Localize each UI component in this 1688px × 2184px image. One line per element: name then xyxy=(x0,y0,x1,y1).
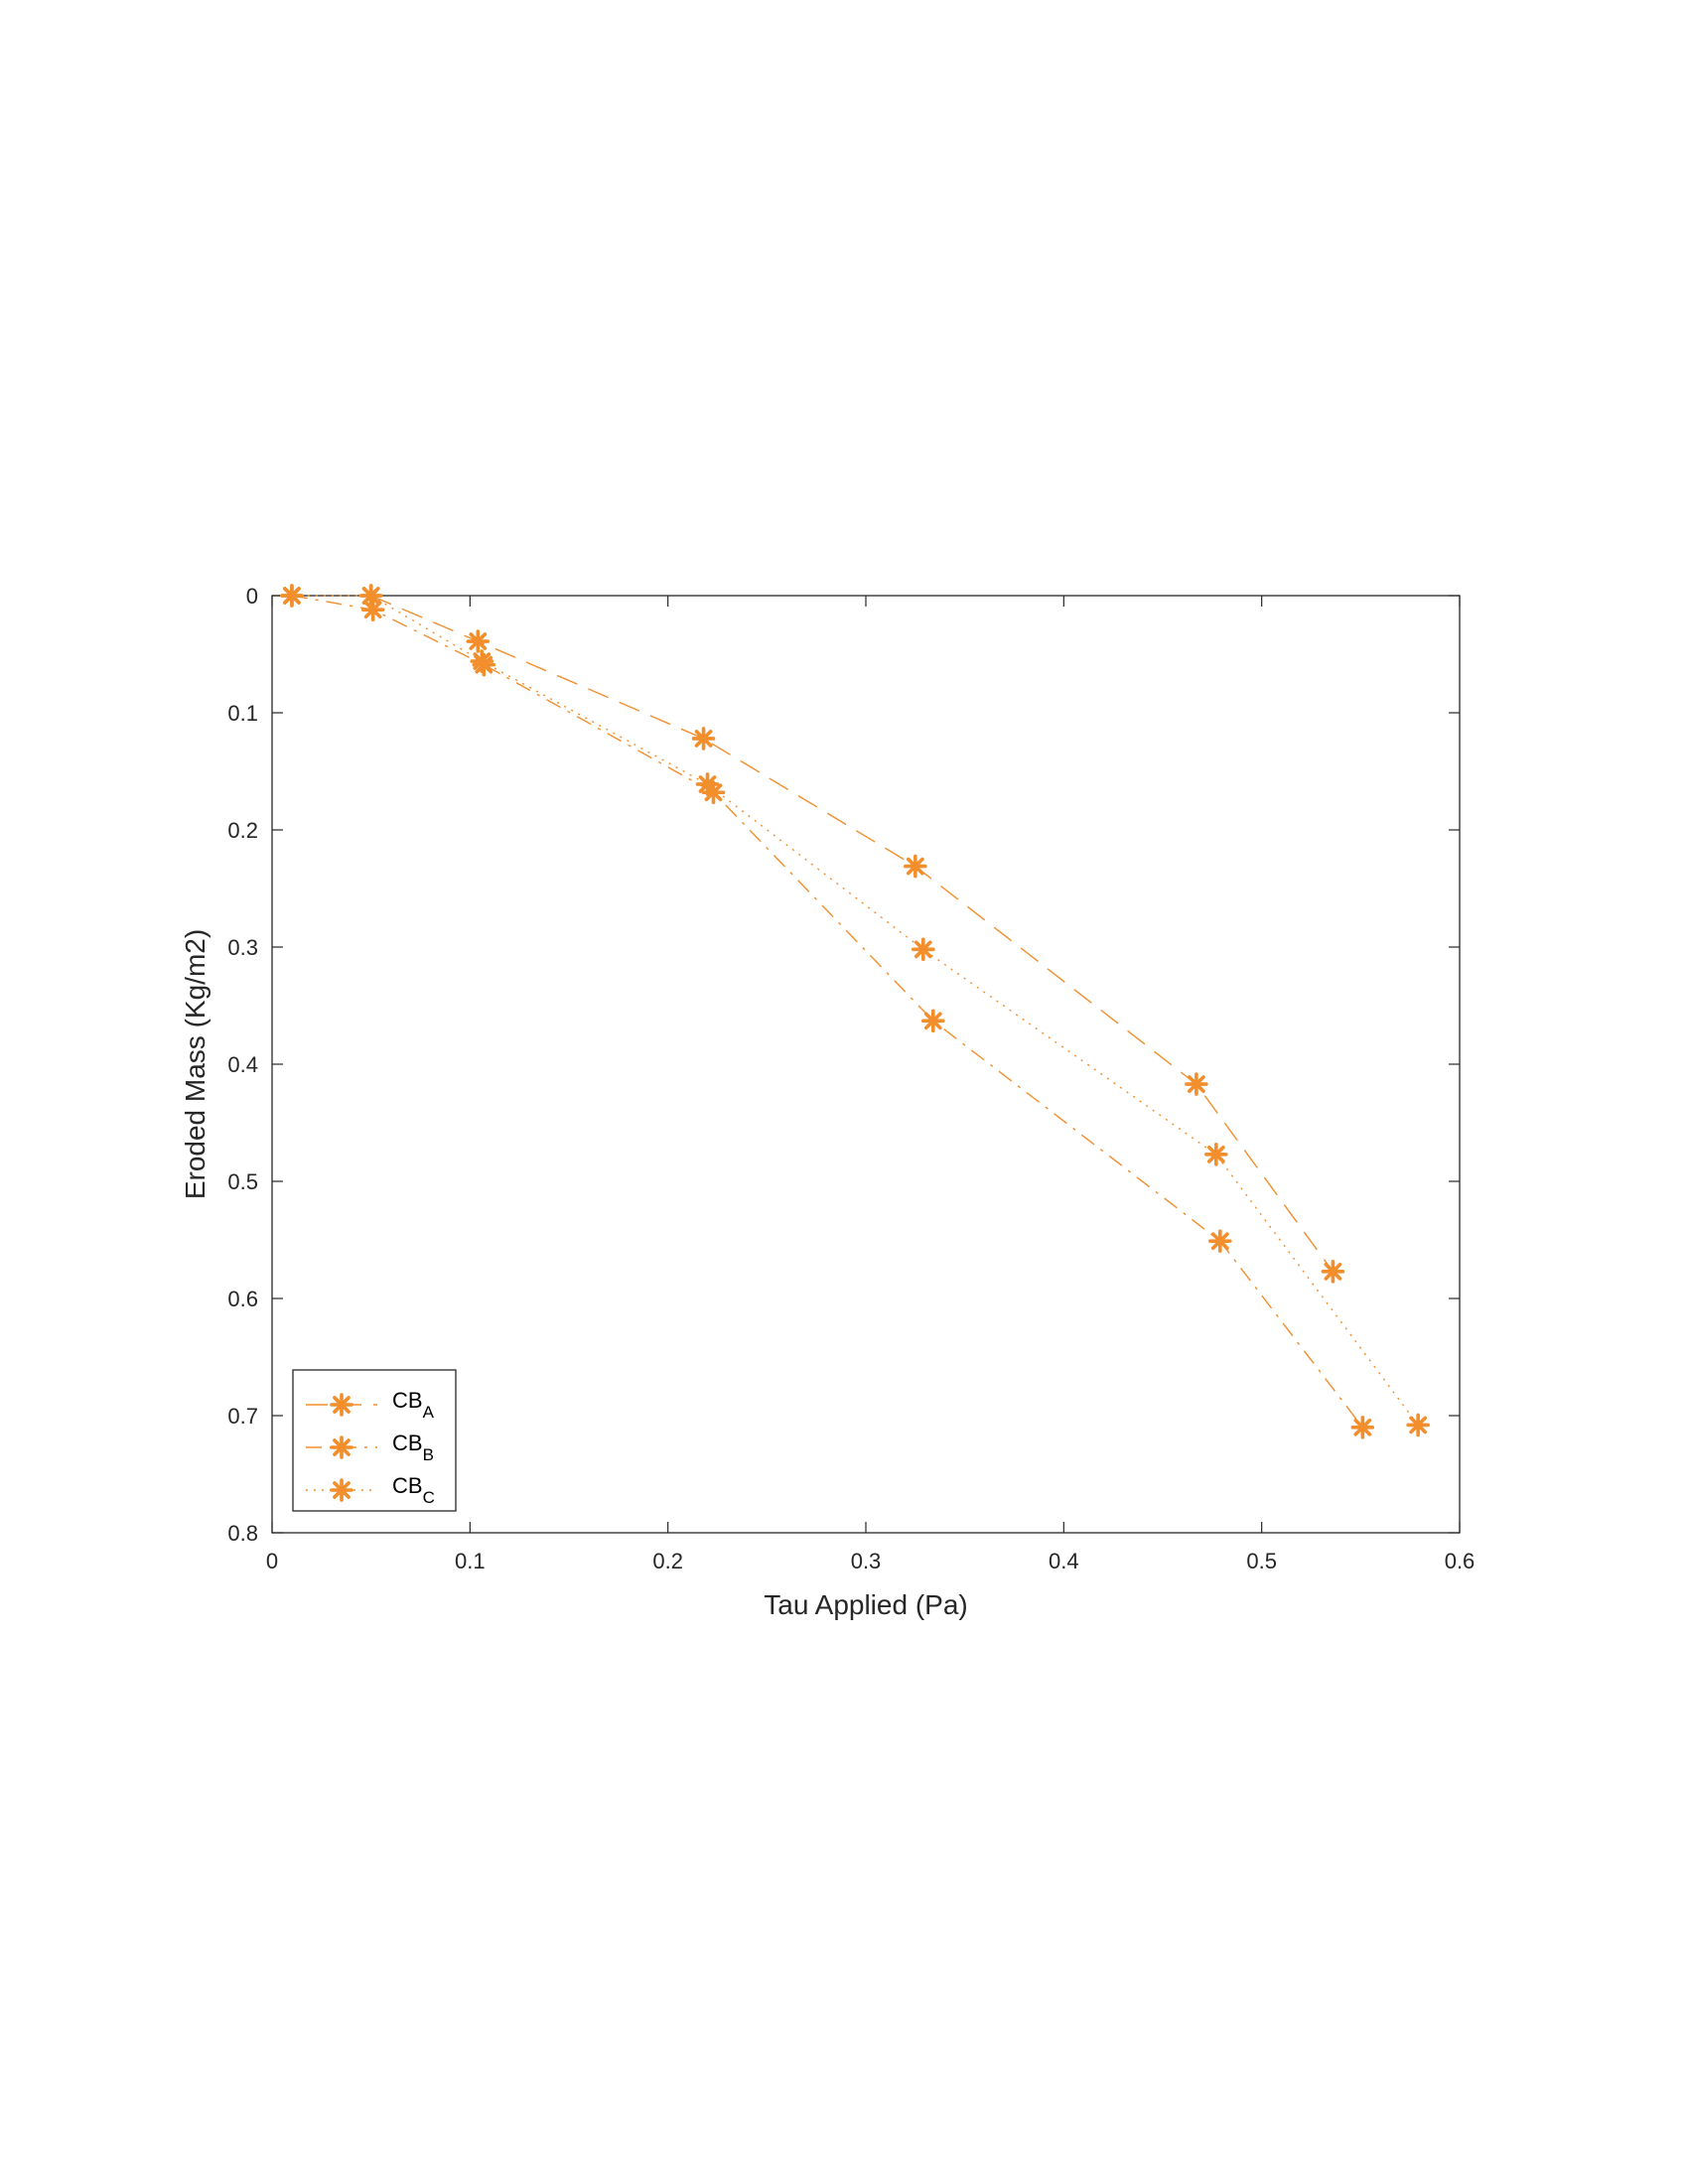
legend-marker xyxy=(330,1435,353,1459)
legend-marker xyxy=(330,1478,353,1502)
data-point xyxy=(280,584,304,608)
plot-area xyxy=(271,595,1461,1534)
data-point xyxy=(1350,1416,1375,1439)
legend-label: CBB xyxy=(392,1431,434,1464)
data-point xyxy=(1321,1260,1345,1284)
legend-entry-c: CBC xyxy=(306,1473,435,1507)
y-tick-label: 0.8 xyxy=(227,1521,258,1546)
x-tick-label: 0.5 xyxy=(1246,1549,1277,1573)
y-tick-label: 0.5 xyxy=(227,1169,258,1194)
y-tick-label: 0.6 xyxy=(227,1287,258,1311)
x-axis-label: Tau Applied (Pa) xyxy=(764,1589,967,1620)
data-point xyxy=(1406,1413,1430,1437)
data-point xyxy=(920,1009,945,1033)
data-point xyxy=(360,598,385,621)
x-tick-label: 0.3 xyxy=(851,1549,882,1573)
legend-label: CBC xyxy=(392,1473,435,1507)
data-point xyxy=(904,854,927,879)
legend-entry-a: CBA xyxy=(306,1388,435,1422)
series-layer xyxy=(280,584,1430,1439)
legend-marker xyxy=(330,1393,353,1417)
y-tick-label: 0.7 xyxy=(227,1404,258,1429)
y-tick-label: 0.2 xyxy=(227,818,258,843)
y-tick-label: 0.4 xyxy=(227,1052,258,1077)
series-c xyxy=(280,584,1430,1437)
legend-box xyxy=(292,1369,457,1512)
x-tick-label: 0.4 xyxy=(1049,1549,1079,1573)
data-point xyxy=(912,937,935,962)
data-point xyxy=(466,629,491,653)
x-tick-label: 0.2 xyxy=(652,1549,683,1573)
y-tick-label: 0.1 xyxy=(227,701,258,726)
data-point xyxy=(691,727,716,751)
x-tick-label: 0 xyxy=(266,1549,278,1573)
data-point xyxy=(358,584,383,608)
legend: CBA CBB CBC xyxy=(292,1369,457,1512)
data-point xyxy=(1204,1143,1228,1166)
data-point xyxy=(1208,1229,1232,1253)
y-axis-label: Eroded Mass (Kg/m2) xyxy=(180,929,211,1199)
x-tick-label: 0.1 xyxy=(455,1549,486,1573)
legend-entry-b: CBB xyxy=(306,1431,434,1464)
legend-label: CBA xyxy=(392,1388,435,1422)
data-point xyxy=(695,772,720,796)
y-tick-label: 0 xyxy=(246,584,258,609)
x-axis-ticks: 0 0.1 0.2 0.3 0.4 0.5 0.6 xyxy=(266,596,1475,1573)
data-point xyxy=(470,649,494,673)
y-tick-label: 0.3 xyxy=(227,935,258,960)
y-axis-ticks: 0 0.1 0.2 0.3 0.4 0.5 0.6 0.7 0.8 xyxy=(227,584,1460,1546)
x-tick-label: 0.6 xyxy=(1445,1549,1476,1573)
series-line xyxy=(370,595,1334,1273)
data-point xyxy=(1185,1072,1208,1096)
